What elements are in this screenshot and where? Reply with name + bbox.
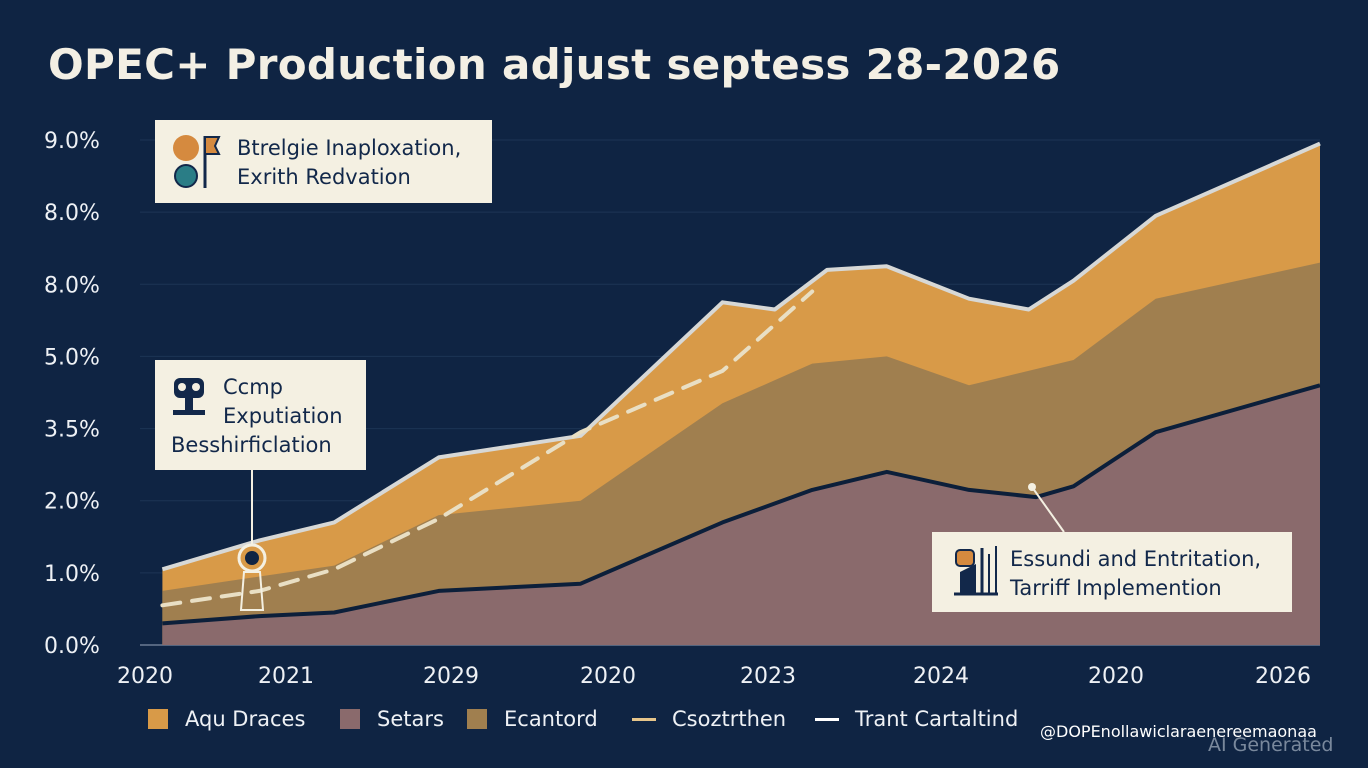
legend-swatch-aqu-draces — [148, 709, 168, 729]
y-tick-label-6: 8.0% — [44, 201, 100, 226]
strategy-icon — [173, 135, 221, 188]
y-tick-label-0: 0.0% — [44, 634, 100, 659]
x-tick-label-7: 2026 — [1255, 664, 1311, 689]
legend-label-ecantord: Ecantord — [504, 707, 598, 731]
watermark: AI Generated — [1208, 734, 1334, 756]
legend-line-trant-cartaltind — [815, 717, 839, 721]
callout-cap-stand — [239, 571, 265, 611]
annotation-tariff: Essundi and Entritation, Tarriff Impleme… — [932, 532, 1292, 612]
y-tick-label-4: 5.0% — [44, 345, 100, 370]
x-tick-label-3: 2020 — [580, 664, 636, 689]
legend-swatch-setars — [340, 709, 360, 729]
annotation-tariff-line-2: Tarriff Implemention — [1010, 576, 1222, 600]
legend-item-trant-cartaltind: Trant Cartaltind — [815, 707, 1018, 731]
setars-outline — [162, 383, 1321, 626]
annotation-tariff-line-1: Essundi and Entritation, — [1010, 547, 1262, 571]
annotation-strategic: Btrelgie Inaploxation, Exrith Redvation — [155, 120, 492, 203]
trend-line-csoztrthen — [160, 289, 815, 608]
series-lines — [160, 141, 1321, 626]
x-tick-label-1: 2021 — [258, 664, 314, 689]
chart-title: OPEC+ Production adjust septess 28-2026 — [48, 40, 1061, 89]
x-axis: 2020 2021 2029 2020 2023 2024 2020 2026 — [117, 664, 1311, 689]
y-tick-label-2: 2.0% — [44, 490, 100, 515]
legend-item-ecantord: Ecantord — [467, 707, 598, 731]
stack-top-outline — [161, 141, 1321, 572]
x-tick-label-6: 2020 — [1088, 664, 1144, 689]
annotation-strategic-line-2: Exrith Redvation — [237, 165, 411, 189]
callout-lines — [237, 470, 1065, 611]
y-tick-label-1: 1.0% — [44, 562, 100, 587]
y-tick-label-3: 3.5% — [44, 418, 100, 443]
callout-tariff-marker — [1028, 483, 1036, 491]
x-tick-label-0: 2020 — [117, 664, 173, 689]
x-tick-label-4: 2023 — [740, 664, 796, 689]
x-tick-label-5: 2024 — [913, 664, 969, 689]
legend-item-csoztrthen: Csoztrthen — [632, 707, 786, 731]
y-tick-label-7: 9.0% — [44, 129, 100, 154]
callout-tariff-connector — [1031, 486, 1065, 533]
annotation-cap-line-2: Exputiation — [223, 404, 343, 428]
credit-text: @DOPEnollawiclaraenereemaonaa — [1040, 722, 1317, 741]
legend-line-csoztrthen — [632, 717, 656, 721]
annotation-cap-line-1: Ccmp — [223, 375, 283, 399]
legend-swatch-ecantord — [467, 709, 487, 729]
legend-label-csoztrthen: Csoztrthen — [672, 707, 787, 731]
y-axis: 0.0% 1.0% 2.0% 3.5% 5.0% 8.0% 8.0% 9.0% — [44, 129, 100, 659]
legend-item-setars: Setars — [340, 707, 444, 731]
annotation-cap-line-3: Besshirficlation — [171, 433, 332, 457]
annotation-strategic-line-1: Btrelgie Inaploxation, — [237, 136, 462, 160]
legend-label-setars: Setars — [377, 707, 444, 731]
meeting-icon — [173, 378, 205, 415]
legend-label-trant-cartaltind: Trant Cartaltind — [855, 707, 1019, 731]
legend-label-aqu-draces: Aqu Draces — [185, 707, 306, 731]
legend-item-aqu-draces: Aqu Draces — [148, 707, 305, 731]
industry-icon — [954, 546, 998, 596]
x-tick-label-2: 2029 — [423, 664, 479, 689]
callout-cap-marker-inner — [245, 551, 259, 565]
annotation-cap: Ccmp Exputiation Besshirficlation — [155, 360, 366, 470]
y-tick-label-5: 8.0% — [44, 273, 100, 298]
